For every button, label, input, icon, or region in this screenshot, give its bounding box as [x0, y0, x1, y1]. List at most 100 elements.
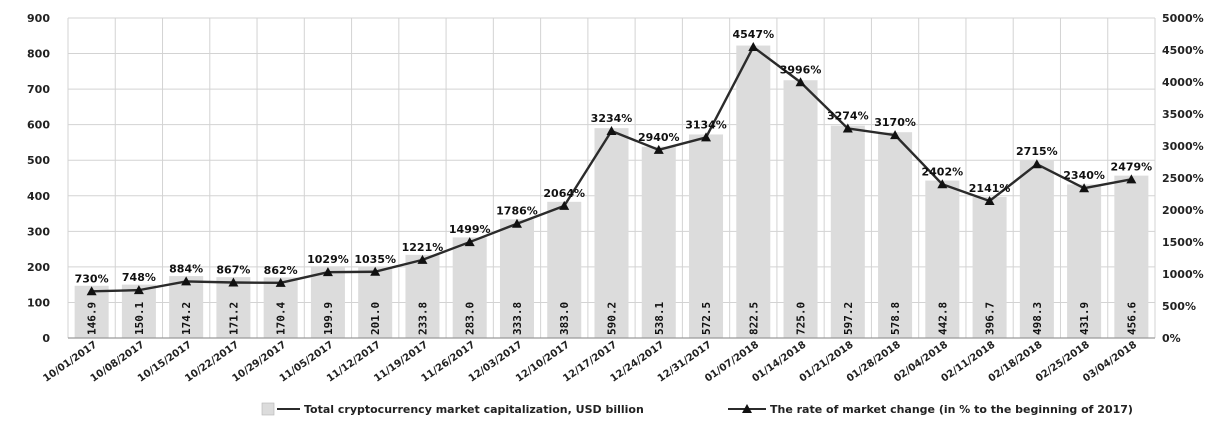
bar-value-label: 199.9	[322, 302, 335, 335]
bar-value-label: 170.4	[275, 302, 288, 335]
bar	[358, 266, 393, 338]
rate-label: 2064%	[543, 187, 585, 200]
bar-value-label: 725.0	[795, 302, 808, 335]
rate-marker	[464, 237, 475, 247]
legend: Total cryptocurrency market capitalizati…	[261, 402, 1133, 416]
bar-value-label: 431.9	[1078, 302, 1091, 335]
bar-value-label: 383.0	[558, 302, 571, 335]
bar	[405, 254, 440, 338]
y-left-tick-label: 800	[27, 48, 50, 61]
rate-marker	[842, 123, 853, 133]
rate-marker	[133, 285, 144, 295]
legend-bar-label: Total cryptocurrency market capitalizati…	[304, 403, 644, 416]
rate-marker	[795, 77, 806, 87]
bar	[925, 180, 960, 338]
legend-line-label: The rate of market change (in % to the b…	[770, 403, 1133, 416]
bar-value-label: 146.9	[86, 302, 99, 335]
bar	[783, 80, 818, 338]
rate-label: 748%	[122, 271, 156, 284]
bar	[736, 45, 771, 339]
bar	[216, 277, 251, 338]
rate-label: 2402%	[922, 165, 964, 178]
rate-marker	[559, 200, 570, 210]
bar-value-label: 396.7	[984, 302, 997, 335]
bar-value-label: 578.8	[889, 302, 902, 335]
rate-marker	[1126, 174, 1137, 184]
bar-layer	[74, 45, 1149, 339]
bar-value-label: 333.8	[511, 302, 524, 335]
rate-label: 3134%	[685, 118, 727, 131]
y-left-tick-label: 600	[27, 119, 50, 132]
rate-marker	[890, 130, 901, 140]
bar-value-label: 201.0	[369, 302, 382, 335]
rate-label: 1221%	[402, 241, 444, 254]
y-right-tick-label: 4000%	[1162, 76, 1204, 89]
bar-label-layer: 146.9 150.1 174.2 171.2 170.4 199.9 201.0 233.8…	[86, 302, 1139, 335]
bar-value-label: 283.0	[464, 302, 477, 335]
rate-marker	[370, 266, 381, 276]
rate-marker	[275, 277, 286, 287]
y-right-tick-label: 3000%	[1162, 140, 1204, 153]
percent-label-layer: 730% 748% 884% 867% 862% 1029% 1035% 1221% 1499%…	[75, 28, 1153, 285]
y-right-tick-label: 500%	[1162, 300, 1196, 313]
y-left-tick-label: 300	[27, 225, 50, 238]
rate-marker	[653, 144, 664, 154]
rate-marker	[748, 41, 759, 51]
rate-marker	[984, 195, 995, 205]
bar-value-label: 150.1	[133, 302, 146, 335]
rate-label: 3170%	[874, 116, 916, 129]
bar-value-label: 174.2	[180, 302, 193, 335]
y-left-tick-label: 200	[27, 261, 50, 274]
rate-marker	[937, 179, 948, 189]
rate-label: 3274%	[827, 109, 869, 122]
rate-label: 867%	[216, 264, 250, 277]
y-left-tick-label: 100	[27, 296, 50, 309]
bar-value-label: 590.2	[606, 302, 619, 335]
rate-marker	[1079, 183, 1090, 193]
bar	[972, 196, 1007, 338]
legend-triangle-marker	[742, 404, 752, 413]
rate-label: 1029%	[307, 253, 349, 266]
rate-label: 884%	[169, 262, 203, 275]
y-right-tick-label: 5000%	[1162, 12, 1204, 25]
bar-value-label: 233.8	[416, 302, 429, 335]
rate-label: 1786%	[496, 205, 538, 218]
y-left-tick-label: 400	[27, 190, 50, 203]
bar	[263, 277, 298, 338]
bar	[594, 128, 629, 338]
y-right-tick-label: 1500%	[1162, 236, 1204, 249]
bar	[310, 266, 345, 338]
bar	[169, 276, 204, 338]
bar	[1019, 160, 1054, 338]
rate-label: 1499%	[449, 223, 491, 236]
rate-marker	[181, 276, 192, 286]
y-left-tick-label: 900	[27, 12, 50, 25]
bar	[878, 132, 913, 338]
bar	[641, 146, 676, 338]
bar-value-label: 498.3	[1031, 302, 1044, 335]
bar-value-label: 442.8	[936, 302, 949, 335]
rate-label: 2340%	[1063, 169, 1105, 182]
rate-marker	[511, 218, 522, 228]
rate-label: 3234%	[591, 112, 633, 125]
rate-marker	[228, 277, 239, 287]
rate-label: 1035%	[354, 253, 396, 266]
y-left-tick-label: 500	[27, 154, 50, 167]
rate-marker	[417, 254, 428, 264]
rate-marker	[701, 132, 712, 142]
rate-label: 2141%	[969, 182, 1011, 195]
bar-value-label: 822.5	[747, 302, 760, 335]
bar-value-label: 456.6	[1125, 302, 1138, 335]
rate-label: 4547%	[732, 28, 774, 41]
y-right-tick-label: 2500%	[1162, 172, 1204, 185]
rate-marker	[606, 126, 617, 136]
bar-value-label: 171.2	[227, 302, 240, 335]
y-right-tick-label: 4500%	[1162, 44, 1204, 57]
bar	[547, 201, 582, 338]
line-layer	[86, 41, 1137, 296]
bar	[1067, 184, 1102, 338]
rate-label: 2715%	[1016, 145, 1058, 158]
rate-marker	[1031, 159, 1042, 169]
bar-value-label: 572.5	[700, 302, 713, 335]
